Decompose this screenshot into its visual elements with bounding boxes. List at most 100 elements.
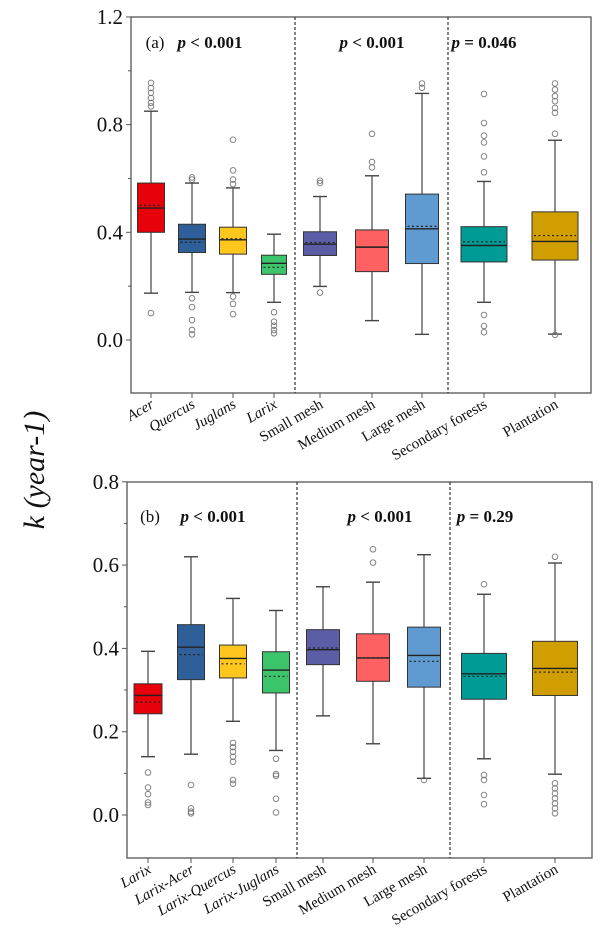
outlier-point xyxy=(270,330,278,337)
box-iqr xyxy=(219,226,247,255)
x-tick-label: Plantation xyxy=(500,396,561,441)
outlier-point xyxy=(229,758,237,765)
box-small-mesh xyxy=(306,586,340,717)
outlier-point xyxy=(480,776,488,784)
outlier-point xyxy=(147,79,155,87)
box-larix-quercus xyxy=(219,597,247,788)
box-iqr xyxy=(306,629,340,666)
outlier-point xyxy=(551,780,559,787)
outlier-point xyxy=(551,92,559,100)
outlier-point xyxy=(229,180,237,188)
box-plantation xyxy=(532,553,578,817)
box-larix xyxy=(261,233,287,337)
p-value-label: p = 0.046 xyxy=(450,33,517,52)
box-secondary-forests xyxy=(461,581,507,808)
p-value-label: p < 0.001 xyxy=(338,33,405,52)
box-iqr xyxy=(177,624,205,681)
outlier-point xyxy=(480,139,488,146)
plot-frame xyxy=(130,16,592,394)
p-value-label: p < 0.001 xyxy=(179,507,246,526)
y-axis-label: k (year-1) xyxy=(18,411,51,530)
box-plantation xyxy=(531,80,579,339)
outlier-point xyxy=(188,316,196,324)
outlier-point xyxy=(551,805,559,812)
outlier-point xyxy=(272,809,280,816)
outlier-point xyxy=(147,309,155,317)
outlier-point xyxy=(144,799,152,806)
outlier-point xyxy=(551,795,559,802)
outlier-point xyxy=(270,318,278,325)
box-small-mesh xyxy=(303,177,337,296)
outlier-point xyxy=(270,309,278,316)
outlier-point xyxy=(551,810,559,817)
outlier-point xyxy=(551,97,559,105)
y-tick-label: 0.8 xyxy=(93,470,119,494)
box-iqr xyxy=(219,644,247,679)
outlier-point xyxy=(480,119,488,127)
box-larix-acer xyxy=(177,556,205,817)
panel-label: (b) xyxy=(140,507,160,526)
p-value-label: p < 0.001 xyxy=(346,507,413,526)
outlier-point xyxy=(187,808,195,815)
outlier-point xyxy=(418,80,426,87)
p-value-label: p < 0.001 xyxy=(176,33,243,52)
outlier-point xyxy=(270,326,278,334)
outlier-point xyxy=(229,776,237,784)
outlier-point xyxy=(480,581,488,588)
outlier-point xyxy=(229,748,237,755)
outlier-point xyxy=(480,791,488,799)
panel-label: (a) xyxy=(146,33,165,52)
x-tick-label: Juglans xyxy=(191,397,240,434)
box-medium-mesh xyxy=(355,130,389,322)
outlier-point xyxy=(187,805,195,812)
outlier-point xyxy=(229,780,237,788)
outlier-point xyxy=(144,769,152,776)
box-large-mesh xyxy=(405,80,439,336)
outlier-point xyxy=(188,303,196,311)
box-iqr xyxy=(133,683,163,715)
outlier-point xyxy=(144,790,152,798)
outlier-point xyxy=(229,743,237,751)
outlier-point xyxy=(147,84,155,92)
y-tick-label: 1.2 xyxy=(97,5,123,29)
outlier-point xyxy=(270,322,278,329)
p-value-label: p = 0.29 xyxy=(455,507,513,526)
outlier-point xyxy=(480,771,488,779)
box-acer xyxy=(137,79,165,317)
outlier-point xyxy=(369,559,377,566)
outlier-point xyxy=(551,109,559,117)
outlier-point xyxy=(480,322,488,330)
box-iqr xyxy=(460,226,508,263)
box-larix-juglans xyxy=(262,609,290,816)
outlier-point xyxy=(187,781,195,789)
x-tick-label: Quercus xyxy=(146,397,198,436)
outlier-point xyxy=(147,94,155,102)
y-tick-label: 0.6 xyxy=(93,553,119,577)
plot-frame xyxy=(126,481,593,859)
box-large-mesh xyxy=(407,553,441,784)
outlier-point xyxy=(551,800,559,807)
outlier-point xyxy=(480,90,488,98)
outlier-point xyxy=(368,130,376,138)
outlier-point xyxy=(229,176,237,183)
y-tick-label: 0.0 xyxy=(97,328,123,352)
outlier-point xyxy=(368,164,376,171)
y-tick-label: 0.4 xyxy=(97,220,124,244)
outlier-point xyxy=(272,795,280,803)
y-tick-label: 0.0 xyxy=(93,803,119,827)
outlier-point xyxy=(480,328,488,336)
x-tick-label: Plantation xyxy=(500,861,561,906)
outlier-point xyxy=(551,86,559,93)
outlier-point xyxy=(229,167,237,174)
outlier-point xyxy=(420,776,428,784)
y-tick-label: 0.4 xyxy=(93,636,120,660)
outlier-point xyxy=(188,295,196,302)
outlier-point xyxy=(188,326,196,334)
outlier-point xyxy=(188,174,196,181)
panel-a: 0.0 0.4 0.8 1.2 (a) p < 0.001 p < 0.001 p = 0.0… xyxy=(97,5,592,464)
outlier-point xyxy=(480,800,488,808)
box-iqr xyxy=(407,626,441,688)
outlier-point xyxy=(144,784,152,791)
outlier-point xyxy=(551,553,559,561)
box-quercus xyxy=(178,174,206,338)
